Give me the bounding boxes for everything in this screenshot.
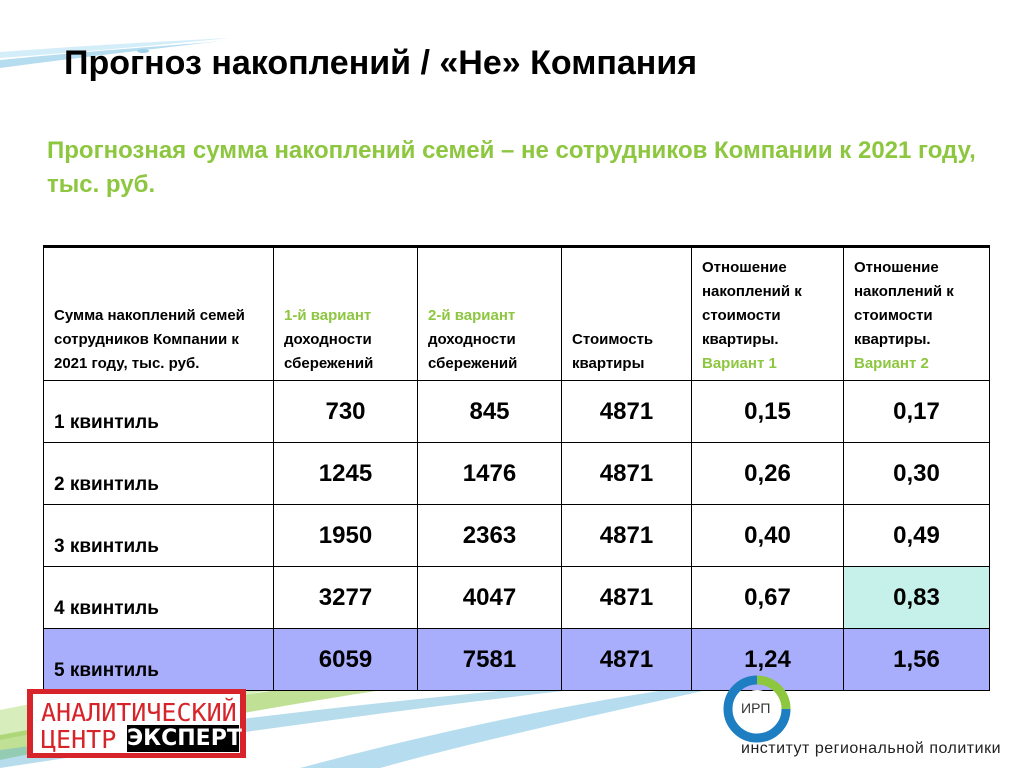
cell-variant-2: 7581 xyxy=(417,628,562,691)
cell-variant-2: 4047 xyxy=(417,566,562,629)
row-label: 3 квинтиль xyxy=(43,504,274,567)
irp-abbreviation: ИРП xyxy=(741,700,771,716)
cell-ratio-2: 1,56 xyxy=(843,628,990,691)
cell-ratio-2: 0,17 xyxy=(843,380,990,443)
cell-cost: 4871 xyxy=(561,442,692,505)
cell-cost: 4871 xyxy=(561,380,692,443)
page-title: Прогноз накоплений / «Не» Компания xyxy=(64,44,698,82)
header-ratio-variant-2: Отношение накоплений к стоимости квартир… xyxy=(843,245,990,381)
cell-variant-1: 6059 xyxy=(273,628,418,691)
logo-line-2-bold: ЭКСПЕРТ xyxy=(127,725,242,752)
header-savings-sum: Сумма накоплений семей сотрудников Компа… xyxy=(43,245,274,381)
table-row: 2 квинтиль 1245 1476 4871 0,26 0,30 xyxy=(43,442,990,505)
expert-analytical-center-logo: АНАЛИТИЧЕСКИЙ ЦЕНТР ЭКСПЕРТ xyxy=(27,689,246,758)
cell-variant-2: 845 xyxy=(417,380,562,443)
cell-variant-1: 3277 xyxy=(273,566,418,629)
table-row: 3 квинтиль 1950 2363 4871 0,40 0,49 xyxy=(43,504,990,567)
cell-variant-1: 730 xyxy=(273,380,418,443)
cell-ratio-1: 0,15 xyxy=(691,380,844,443)
row-label: 1 квинтиль xyxy=(43,380,274,443)
logo-line-1: АНАЛИТИЧЕСКИЙ xyxy=(41,698,237,727)
cell-cost: 4871 xyxy=(561,504,692,567)
savings-forecast-table: Сумма накоплений семей сотрудников Компа… xyxy=(43,245,990,691)
page-subtitle: Прогнозная сумма накоплений семей – не с… xyxy=(47,137,976,198)
institute-name: институт региональной политики xyxy=(741,740,1001,757)
cell-variant-2: 2363 xyxy=(417,504,562,567)
cell-ratio-2: 0,30 xyxy=(843,442,990,505)
row-label: 2 квинтиль xyxy=(43,442,274,505)
header-ratio-variant-1: Отношение накоплений к стоимости квартир… xyxy=(691,245,844,381)
cell-variant-1: 1950 xyxy=(273,504,418,567)
top-swoosh-decoration xyxy=(0,38,230,68)
cell-ratio-1: 0,26 xyxy=(691,442,844,505)
irp-logo-icon xyxy=(723,675,791,743)
cell-variant-2: 1476 xyxy=(417,442,562,505)
table-row-highlighted: 5 квинтиль 6059 7581 4871 1,24 1,56 xyxy=(43,628,990,691)
row-label: 5 квинтиль xyxy=(43,628,274,691)
logo-line-2: ЦЕНТР xyxy=(41,725,117,754)
cell-variant-1: 1245 xyxy=(273,442,418,505)
table-header-row: Сумма накоплений семей сотрудников Компа… xyxy=(43,245,990,381)
cell-ratio-2-highlighted: 0,83 xyxy=(843,566,990,629)
cell-cost: 4871 xyxy=(561,566,692,629)
header-apartment-cost: Стоимость квартиры xyxy=(561,245,692,381)
cell-ratio-1: 0,67 xyxy=(691,566,844,629)
table-row: 4 квинтиль 3277 4047 4871 0,67 0,83 xyxy=(43,566,990,629)
cell-ratio-2: 0,49 xyxy=(843,504,990,567)
table-row: 1 квинтиль 730 845 4871 0,15 0,17 xyxy=(43,380,990,443)
cell-ratio-1: 0,40 xyxy=(691,504,844,567)
header-variant-2: 2-й вариант доходности сбережений xyxy=(417,245,562,381)
header-variant-1: 1-й вариант доходности сбережений xyxy=(273,245,418,381)
cell-cost: 4871 xyxy=(561,628,692,691)
row-label: 4 квинтиль xyxy=(43,566,274,629)
